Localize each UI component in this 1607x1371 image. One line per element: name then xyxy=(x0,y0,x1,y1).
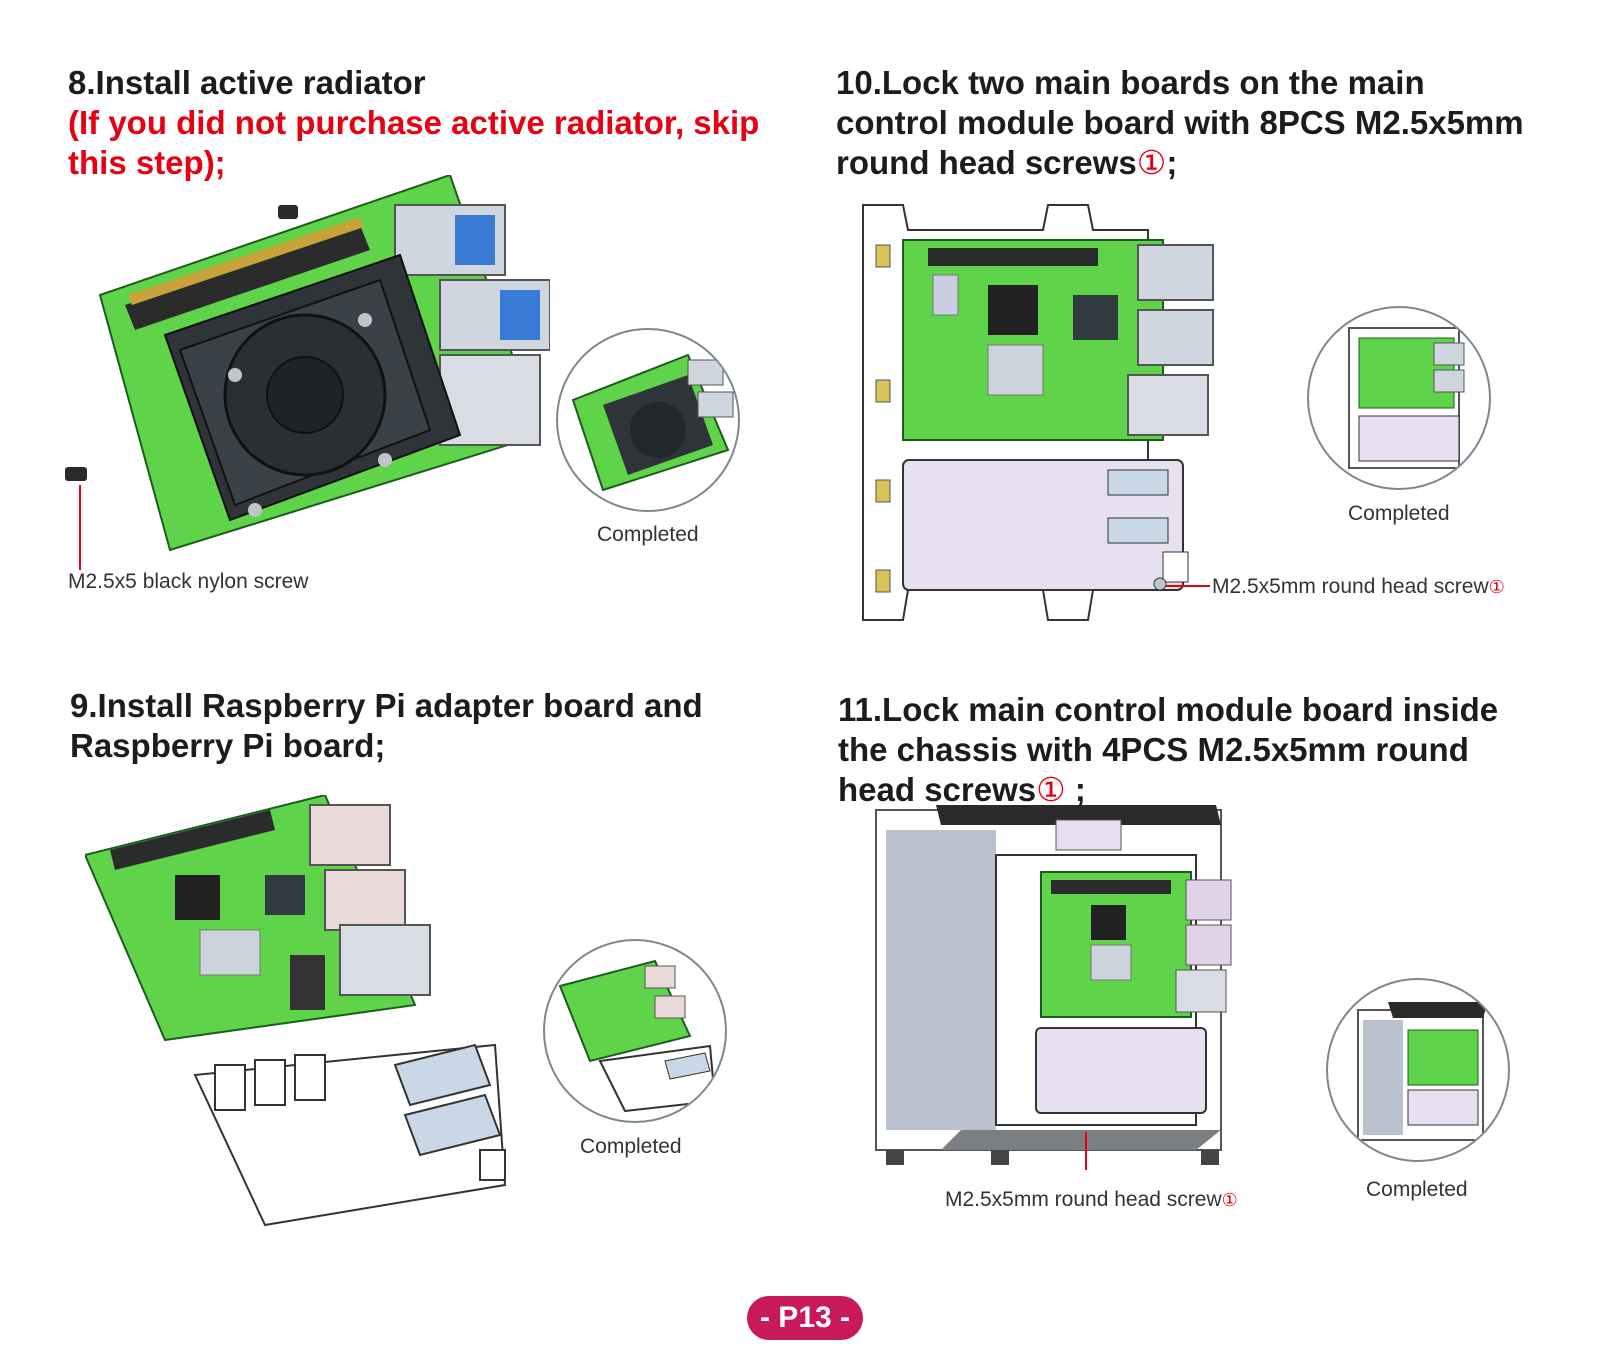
step10-screw-label: M2.5x5mm round head screw① xyxy=(1212,575,1505,599)
step8-completed-image xyxy=(556,328,740,512)
step11-screw-text: M2.5x5mm round head screw xyxy=(945,1188,1222,1211)
step9-completed-label: Completed xyxy=(580,1135,682,1158)
step11-title-suffix: ; xyxy=(1065,771,1086,808)
step11-illustration xyxy=(866,800,1236,1170)
step9-completed-image xyxy=(543,939,727,1123)
step11-heading: 11.Lock main control module board inside… xyxy=(838,690,1538,810)
step10-completed-label: Completed xyxy=(1348,502,1450,525)
step10-completed-image xyxy=(1307,306,1491,490)
step8-illustration xyxy=(60,175,550,595)
step11-completed-image xyxy=(1326,978,1510,1162)
page-number-badge: - P13 - xyxy=(747,1296,863,1340)
step9-illustration xyxy=(85,795,555,1230)
step11-screw-mark: ① xyxy=(1221,1190,1238,1210)
step8-warning: (If you did not purchase active radiator… xyxy=(68,104,760,181)
step8-completed-label: Completed xyxy=(597,523,699,546)
step10-title: 10.Lock two main boards on the main cont… xyxy=(836,64,1524,181)
step10-heading: 10.Lock two main boards on the main cont… xyxy=(836,63,1536,183)
step10-screw-text: M2.5x5mm round head screw xyxy=(1212,575,1489,598)
step9-heading: 9.Install Raspberry Pi adapter board and… xyxy=(70,686,750,766)
step8-heading: 8.Install active radiator (If you did no… xyxy=(68,63,768,183)
step9-title: 9.Install Raspberry Pi adapter board and… xyxy=(70,687,703,764)
step10-illustration xyxy=(848,200,1218,625)
step11-title: 11.Lock main control module board inside… xyxy=(838,691,1499,808)
step8-title: 8.Install active radiator xyxy=(68,64,426,101)
step10-screw-mark: ① xyxy=(1488,577,1505,597)
step11-screw-label: M2.5x5mm round head screw① xyxy=(945,1188,1238,1212)
step10-title-suffix: ; xyxy=(1166,144,1178,181)
step8-screw-label: M2.5x5 black nylon screw xyxy=(68,570,309,593)
step10-title-mark: ① xyxy=(1136,144,1167,181)
step11-title-mark: ① xyxy=(1036,771,1066,808)
step11-completed-label: Completed xyxy=(1366,1178,1468,1201)
